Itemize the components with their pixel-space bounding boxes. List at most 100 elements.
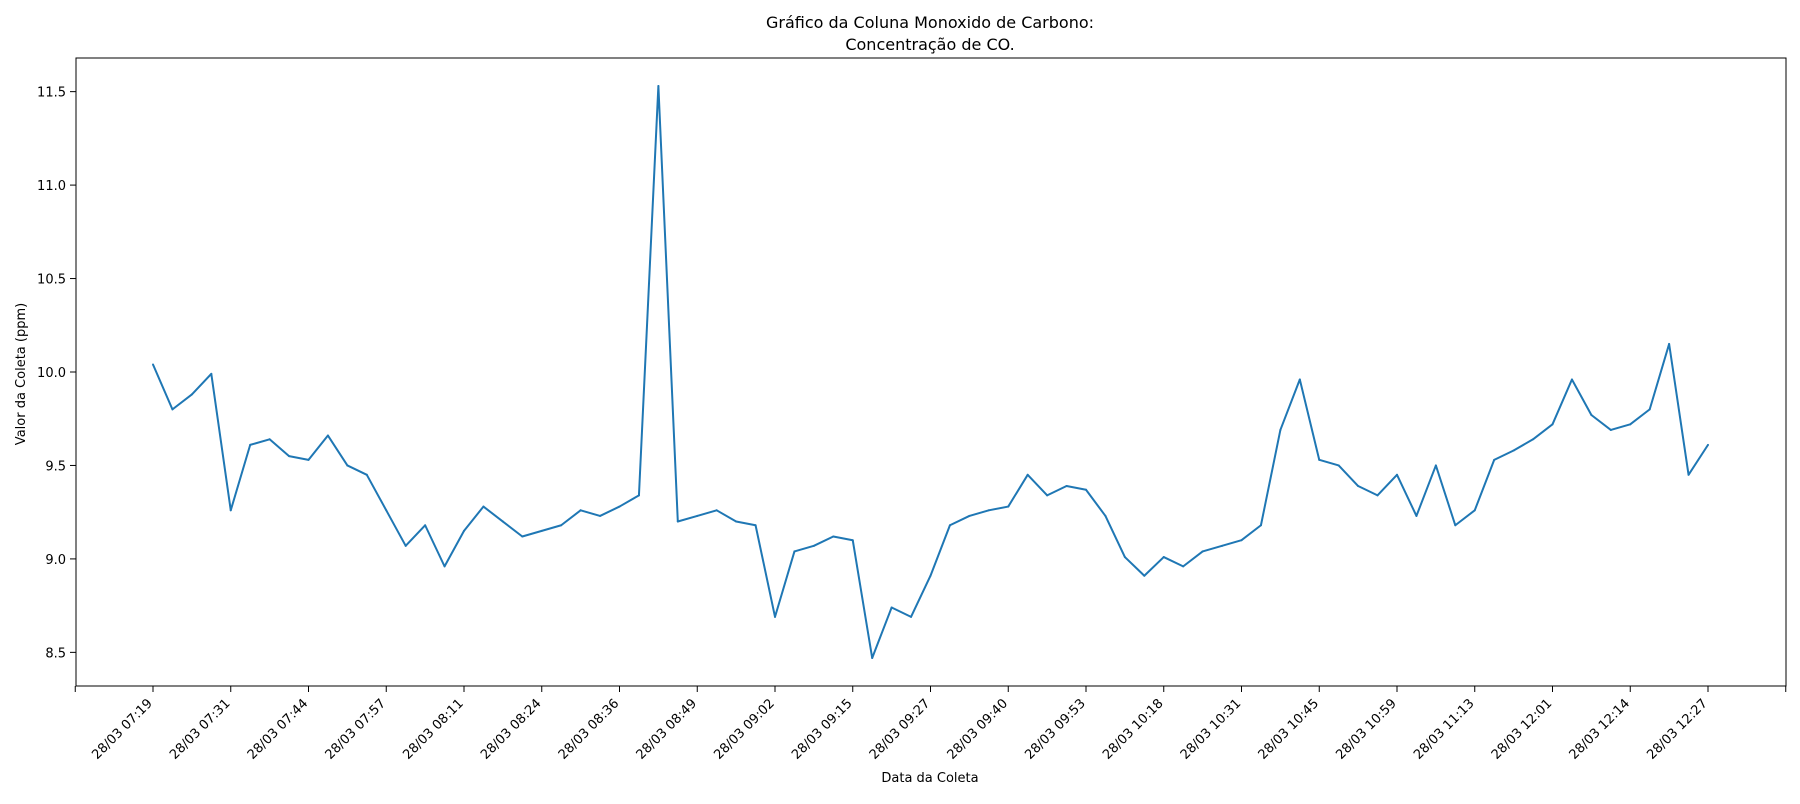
- data-point: [190, 393, 193, 396]
- x-tick-label: 28/03 12:01: [1489, 696, 1556, 763]
- data-point: [1065, 485, 1068, 488]
- data-point: [1454, 524, 1457, 527]
- data-point: [229, 509, 232, 512]
- y-tick-label: 10.0: [37, 366, 66, 381]
- data-point: [715, 509, 718, 512]
- data-point: [948, 524, 951, 527]
- data-point: [1668, 342, 1671, 345]
- x-tick-label: 28/03 09:27: [867, 696, 934, 763]
- x-tick-label: 28/03 10:45: [1256, 696, 1323, 763]
- x-tick-label: 28/03 09:40: [945, 696, 1012, 763]
- data-point: [793, 550, 796, 553]
- chart-title-line-1: Gráfico da Coluna Monoxido de Carbono:: [766, 13, 1094, 32]
- y-tick-label: 9.5: [45, 459, 66, 474]
- data-point: [443, 565, 446, 568]
- data-point: [696, 514, 699, 517]
- data-point: [599, 514, 602, 517]
- data-point: [501, 520, 504, 523]
- data-point: [735, 520, 738, 523]
- series-line-0: [152, 85, 1709, 659]
- x-tick-label: 28/03 08:36: [556, 696, 623, 763]
- data-point: [1162, 556, 1165, 559]
- data-point: [346, 464, 349, 467]
- x-tick-label: 28/03 07:44: [245, 696, 312, 763]
- data-point: [1298, 378, 1301, 381]
- data-point: [1570, 378, 1573, 381]
- data-point: [1026, 473, 1029, 476]
- data-point: [1512, 449, 1515, 452]
- data-point: [657, 85, 660, 88]
- data-point: [1143, 574, 1146, 577]
- data-point: [871, 656, 874, 659]
- data-point: [1493, 458, 1496, 461]
- data-point: [968, 514, 971, 517]
- x-tick-label: 28/03 11:13: [1411, 696, 1478, 763]
- data-point: [249, 443, 252, 446]
- data-point: [1415, 514, 1418, 517]
- data-point: [210, 372, 213, 375]
- data-point: [268, 438, 271, 441]
- x-tick-label: 28/03 07:19: [89, 696, 156, 763]
- data-point: [1648, 408, 1651, 411]
- data-point: [326, 434, 329, 437]
- y-tick-label: 9.0: [45, 553, 66, 568]
- data-point: [152, 363, 154, 366]
- data-point: [560, 524, 563, 527]
- data-point: [1085, 488, 1087, 491]
- y-tick-label: 8.5: [45, 646, 66, 661]
- data-point: [1687, 473, 1690, 476]
- data-point: [890, 606, 893, 609]
- x-tick-label: 28/03 10:31: [1178, 696, 1245, 763]
- data-point: [1357, 485, 1360, 488]
- data-point: [404, 544, 407, 547]
- data-point: [987, 509, 990, 512]
- data-point: [851, 539, 854, 542]
- data-point: [1279, 428, 1282, 431]
- data-point: [1376, 494, 1379, 497]
- data-point: [1240, 539, 1243, 542]
- data-point: [812, 544, 815, 547]
- x-tick-label: 28/03 08:24: [478, 696, 545, 763]
- data-point: [1551, 423, 1554, 426]
- x-tick-label: 28/03 08:11: [400, 696, 467, 763]
- plot-frame: [75, 57, 1787, 687]
- data-point: [754, 524, 757, 527]
- data-point: [1434, 464, 1437, 467]
- data-point: [676, 520, 679, 523]
- data-point: [288, 455, 291, 458]
- x-tick-label: 28/03 07:57: [323, 696, 390, 763]
- data-point: [1396, 473, 1398, 476]
- data-point: [1046, 494, 1049, 497]
- chart-title-line-2: Concentração de CO.: [845, 35, 1014, 54]
- data-point: [424, 524, 427, 527]
- data-point: [171, 408, 174, 411]
- data-point: [1182, 565, 1185, 568]
- x-tick-label: 28/03 09:15: [789, 696, 856, 763]
- data-point: [618, 505, 621, 508]
- data-point: [540, 529, 543, 532]
- data-point: [1259, 524, 1262, 527]
- data-point: [1337, 464, 1340, 467]
- data-point: [1007, 505, 1010, 508]
- data-point: [1221, 544, 1224, 547]
- x-tick-label: 28/03 10:59: [1333, 696, 1400, 763]
- x-tick-label: 28/03 12:14: [1567, 696, 1634, 763]
- x-tick-label: 28/03 08:49: [634, 696, 701, 763]
- data-point: [832, 535, 835, 538]
- y-axis-ticks: 8.5 9.0 9.5 10.0 10.5 11.0 11.5: [37, 86, 76, 661]
- x-tick-label: 28/03 12:27: [1644, 696, 1711, 763]
- data-point: [307, 458, 310, 461]
- x-tick-label: 28/03 07:31: [167, 696, 234, 763]
- data-point: [1590, 413, 1593, 416]
- data-point: [929, 574, 932, 577]
- y-tick-label: 11.0: [37, 179, 66, 194]
- data-point: [482, 505, 485, 508]
- y-tick-label: 11.5: [37, 86, 66, 101]
- data-point: [637, 494, 640, 497]
- x-axis-label: Data da Coleta: [881, 771, 978, 786]
- data-point: [1104, 514, 1107, 517]
- x-axis-ticks: 28/03 07:19 28/03 07:31 28/03 07:44 28/03 0…: [74, 686, 1787, 763]
- x-tick-label: 28/03 10:18: [1100, 696, 1167, 763]
- data-point: [1707, 443, 1709, 446]
